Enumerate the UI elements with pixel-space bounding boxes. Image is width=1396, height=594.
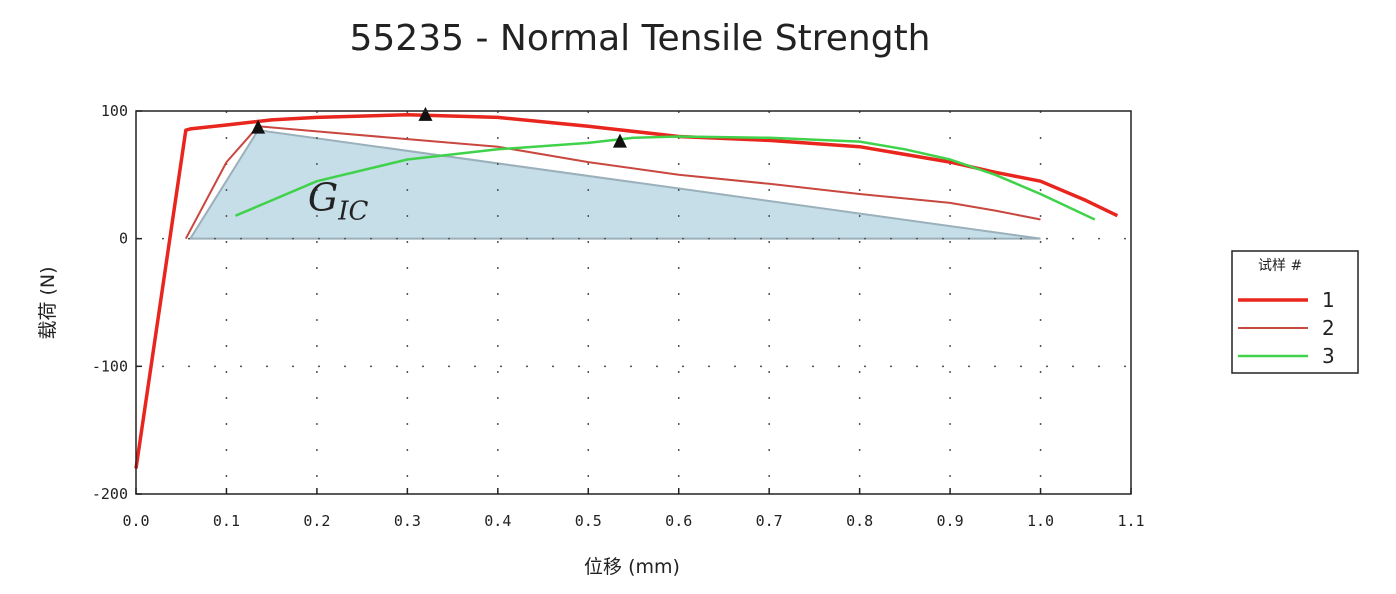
x-tick-label: 1.0	[1027, 512, 1054, 530]
peak-marker	[418, 106, 433, 121]
series-line-3	[235, 135, 1096, 221]
x-tick-label: 0.1	[213, 512, 240, 530]
series-line-1	[134, 113, 1119, 469]
peak-marker	[251, 119, 266, 134]
y-tick-label: -100	[92, 357, 128, 375]
legend-label-1: 1	[1322, 288, 1335, 312]
legend: 试样 # 1 2 3	[1231, 250, 1359, 374]
gic-area-layer	[188, 129, 1041, 240]
x-tick-label: 0.7	[756, 512, 783, 530]
x-tick-label: 1.1	[1117, 512, 1144, 530]
x-tick-label: 0.5	[575, 512, 602, 530]
gic-annotation-sub: IC	[337, 197, 368, 227]
legend-items: 1 2 3	[1238, 288, 1335, 368]
chart-title: 55235 - Normal Tensile Strength	[349, 18, 931, 59]
x-tick-label: 0.8	[846, 512, 873, 530]
x-tick-label: 0.6	[665, 512, 692, 530]
legend-box	[1231, 250, 1359, 374]
y-tick-label: 0	[119, 230, 128, 248]
gic-shaded-area	[188, 129, 1041, 240]
x-tick-label: 0.2	[303, 512, 330, 530]
x-tick-label: 0.3	[394, 512, 421, 530]
x-tick-label: 0.0	[122, 512, 149, 530]
marker-layer	[251, 106, 627, 148]
y-tick-label: 100	[101, 102, 128, 120]
legend-label-3: 3	[1322, 344, 1335, 368]
plot-frame	[135, 110, 1132, 495]
x-axis-label: 位移 (mm)	[584, 556, 680, 578]
peak-marker	[612, 133, 627, 148]
x-tick-label: 0.4	[484, 512, 511, 530]
y-axis-label: 载荷 (N)	[37, 266, 59, 339]
y-tick-label: -200	[92, 485, 128, 503]
x-tick-label: 0.9	[937, 512, 964, 530]
legend-title: 试样 #	[1258, 258, 1302, 274]
gic-annotation: GIC	[308, 176, 369, 227]
tick-layer: 0.0 0.1 0.2 0.3 0.4 0.5 0.6 0.7 0.8 0.9 1.0 1.1 100 0…	[92, 102, 1145, 530]
gic-annotation-base: G	[308, 176, 338, 220]
legend-label-2: 2	[1322, 316, 1335, 340]
